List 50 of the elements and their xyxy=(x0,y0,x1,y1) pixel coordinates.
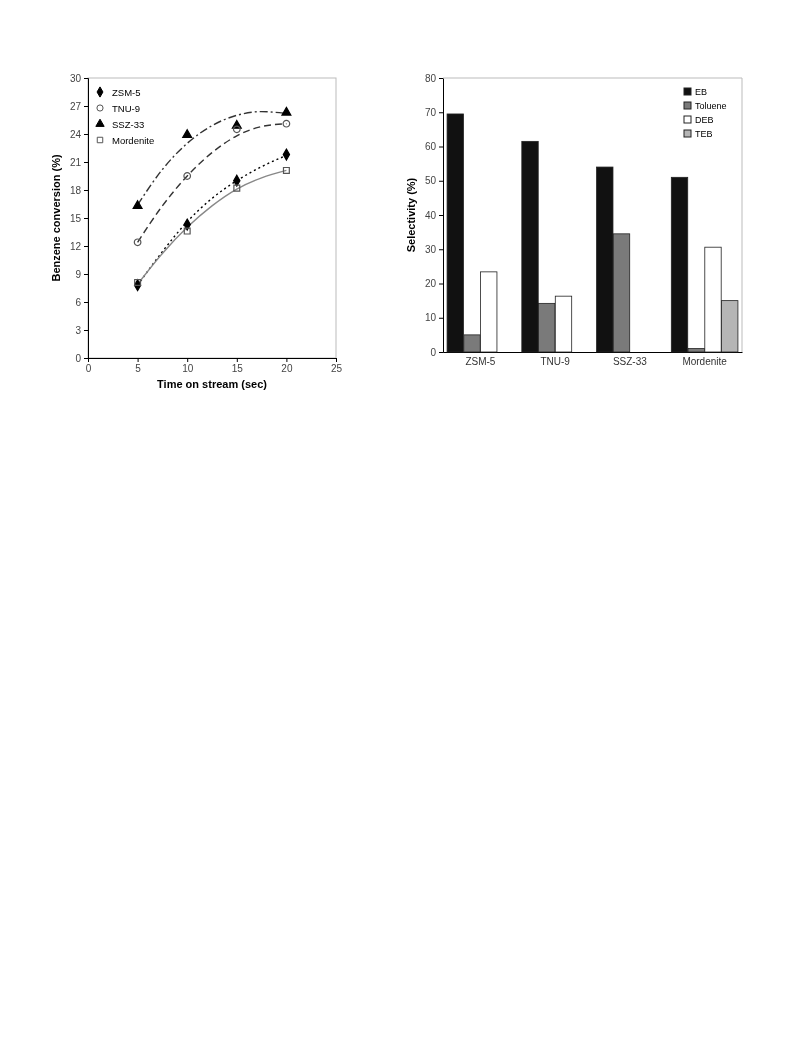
x-tick-label: TNU-9 xyxy=(540,356,571,368)
point xyxy=(133,238,142,247)
point xyxy=(183,227,191,235)
x-tick-label: 10 xyxy=(182,363,194,375)
point xyxy=(182,129,193,139)
y-tick-label: 9 xyxy=(75,268,82,280)
legend-label: Toluene xyxy=(695,101,727,111)
point xyxy=(233,184,241,192)
y-axis-title: Benzene conversion (%) xyxy=(50,154,62,282)
y-tick-label: 30 xyxy=(424,243,437,255)
y-tick-label: 70 xyxy=(424,106,437,118)
y-tick-label: 12 xyxy=(69,240,82,252)
y-tick-label: 0 xyxy=(430,346,437,358)
legend-label: SSZ-33 xyxy=(112,119,145,130)
legend-label: Mordenite xyxy=(112,135,155,146)
x-tick-label: SSZ-33 xyxy=(612,356,648,368)
legend-label: TEB xyxy=(695,129,713,139)
y-tick-label: 24 xyxy=(69,128,82,140)
y-tick-label: 40 xyxy=(424,209,437,221)
y-tick-label: 15 xyxy=(69,212,82,224)
x-tick-label: 0 xyxy=(85,363,92,375)
y-tick-label: 3 xyxy=(75,324,82,336)
point xyxy=(282,119,291,128)
point xyxy=(232,125,241,134)
x-tick-label: 25 xyxy=(330,363,343,375)
y-tick-label: 21 xyxy=(69,156,82,168)
y-axis-title: Selectivity (%) xyxy=(405,177,417,253)
y-tick-label: 27 xyxy=(69,100,82,112)
x-tick-label: Mordenite xyxy=(682,356,728,368)
legend-label: DEB xyxy=(695,115,714,125)
y-tick-label: 18 xyxy=(69,184,82,196)
point xyxy=(282,166,290,174)
point xyxy=(132,200,143,210)
x-axis-title: Time on stream (sec) xyxy=(157,378,268,390)
point xyxy=(281,106,292,116)
y-tick-label: 20 xyxy=(424,278,437,290)
x-tick-label: 15 xyxy=(231,363,244,375)
legend-label: ZSM-5 xyxy=(112,87,141,98)
x-tick-label: 5 xyxy=(135,363,142,375)
y-tick-label: 50 xyxy=(424,175,437,187)
x-tick-label: ZSM-5 xyxy=(465,356,496,368)
y-tick-label: 6 xyxy=(75,296,82,308)
y-tick-label: 30 xyxy=(69,72,82,84)
y-tick-label: 60 xyxy=(424,141,437,153)
x-tick-label: 20 xyxy=(281,363,293,375)
legend-label: TNU-9 xyxy=(112,103,140,114)
point xyxy=(183,172,192,180)
y-tick-label: 80 xyxy=(424,72,437,84)
legend-label: EB xyxy=(695,87,708,97)
y-tick-label: 10 xyxy=(424,312,437,324)
